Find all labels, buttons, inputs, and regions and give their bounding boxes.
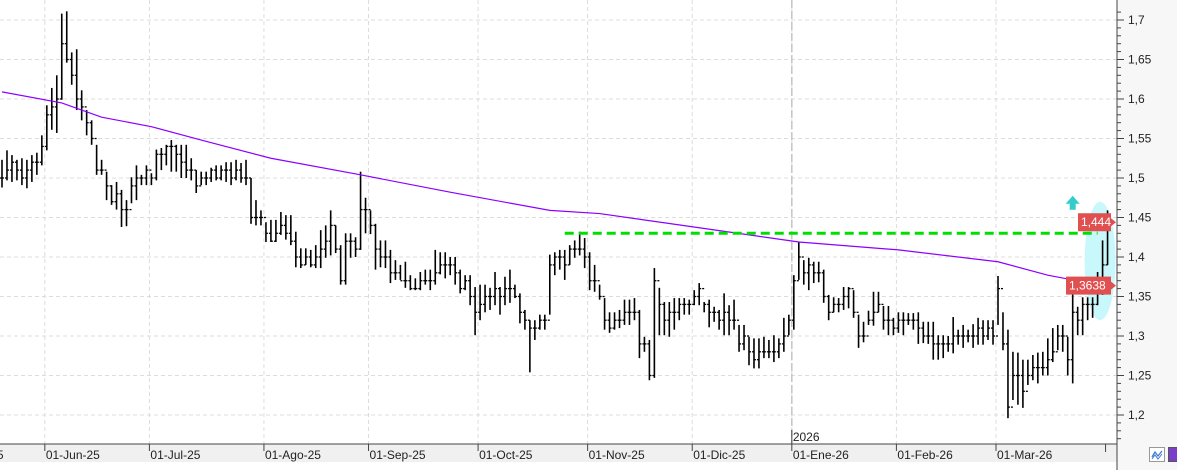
- y-tick-label: 1,6: [1128, 92, 1145, 106]
- y-tick-label: 1,55: [1128, 132, 1152, 146]
- x-tick-label: 01-Dic-25: [693, 448, 745, 462]
- price-label: 1,444: [1081, 215, 1111, 229]
- y-tick-label: 1,25: [1128, 369, 1152, 383]
- x-tick-label: 01-Mar-26: [997, 448, 1053, 462]
- x-tick-label: 01-Jul-25: [150, 448, 200, 462]
- x-tick-label: 01-Ago-25: [265, 448, 321, 462]
- y-tick-label: 1,45: [1128, 211, 1152, 225]
- y-tick-label: 1,4: [1128, 250, 1145, 264]
- color-icon[interactable]: [1168, 447, 1177, 462]
- price-pointer-icon: [1111, 218, 1116, 227]
- year-label: 2026: [793, 430, 820, 444]
- chart-style-icon[interactable]: [1149, 447, 1165, 462]
- overlay-lines: [1, 91, 1103, 287]
- x-tick-label: 01-Nov-25: [589, 448, 645, 462]
- price-label-box: [1078, 213, 1111, 232]
- x-tick-label: 01-Jun-25: [46, 448, 100, 462]
- y-tick-label: 1,65: [1128, 53, 1152, 67]
- price-pointer-icon: [1111, 281, 1116, 290]
- y-tick-label: 1,2: [1128, 408, 1145, 422]
- ohlc-bars: [0, 11, 1110, 419]
- x-tick-label: 01-Sep-25: [370, 448, 426, 462]
- moving-average-line: [1, 91, 1103, 287]
- grid: [0, 0, 1117, 444]
- y-tick-label: 1,3: [1128, 329, 1145, 343]
- x-tick-label: 01-Feb-26: [897, 448, 953, 462]
- price-label: 1,3638: [1069, 279, 1106, 293]
- arrow-up-icon: [1065, 195, 1080, 210]
- x-axis-band: [0, 444, 1117, 462]
- x-tick-label: 01-Oct-25: [479, 448, 533, 462]
- y-tick-label: 1,5: [1128, 171, 1145, 185]
- x-tick-label: 01-May-25: [0, 448, 4, 462]
- axes: 1,2 1,25 1,3 1,35 1,4 1,45 1,5 1,55 1,6 1,65 1,7 01…: [0, 0, 1152, 470]
- y-tick-label: 1,7: [1128, 13, 1145, 27]
- x-tick-label: 01-Ene-26: [793, 448, 849, 462]
- chart-style-glyph: [1151, 450, 1163, 460]
- price-label-box: [1066, 276, 1111, 295]
- y-tick-label: 1,35: [1128, 290, 1152, 304]
- y-axis-band: [1117, 0, 1177, 470]
